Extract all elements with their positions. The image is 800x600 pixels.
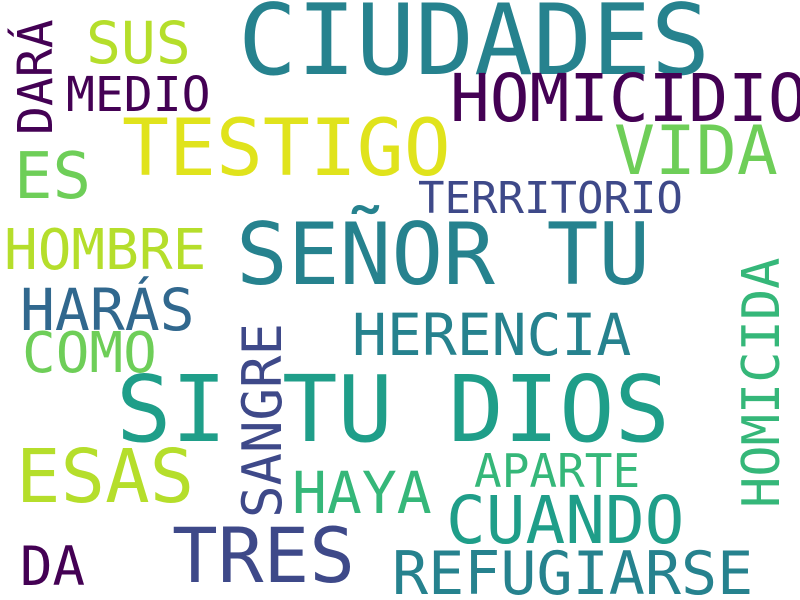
word-tres: TRES xyxy=(172,511,356,600)
word-vida: VIDA xyxy=(614,112,778,191)
word-refugiarse: REFUGIARSE xyxy=(392,539,754,600)
word-medio: MEDIO xyxy=(66,67,211,123)
word-sus: SUS xyxy=(86,9,191,77)
word-como: COMO xyxy=(22,321,157,386)
word-territorio: TERRITORIO xyxy=(418,173,683,224)
word-ciudades: CIUDADES xyxy=(238,0,711,98)
word-esas: ESAS xyxy=(16,434,195,520)
word-dara: DARÁ xyxy=(8,19,64,135)
word-testigo: TESTIGO xyxy=(122,104,451,194)
word-senor-tu: SEÑOR TU xyxy=(236,205,651,305)
word-haras: HARÁS xyxy=(20,276,195,344)
word-haya: HAYA xyxy=(292,459,432,527)
word-hombre: HOMBRE xyxy=(4,218,207,283)
word-aparte: APARTE xyxy=(474,444,641,498)
word-cuando: CUANDO xyxy=(446,482,685,559)
word-herencia: HERENCIA xyxy=(352,301,632,369)
word-da: DA xyxy=(20,535,86,598)
word-es: ES xyxy=(14,140,92,214)
word-homicida: HOMICIDA xyxy=(732,257,792,508)
word-homicidio: HOMICIDIO xyxy=(450,60,800,137)
word-si-tu-dios: SI TU DIOS xyxy=(116,356,670,463)
